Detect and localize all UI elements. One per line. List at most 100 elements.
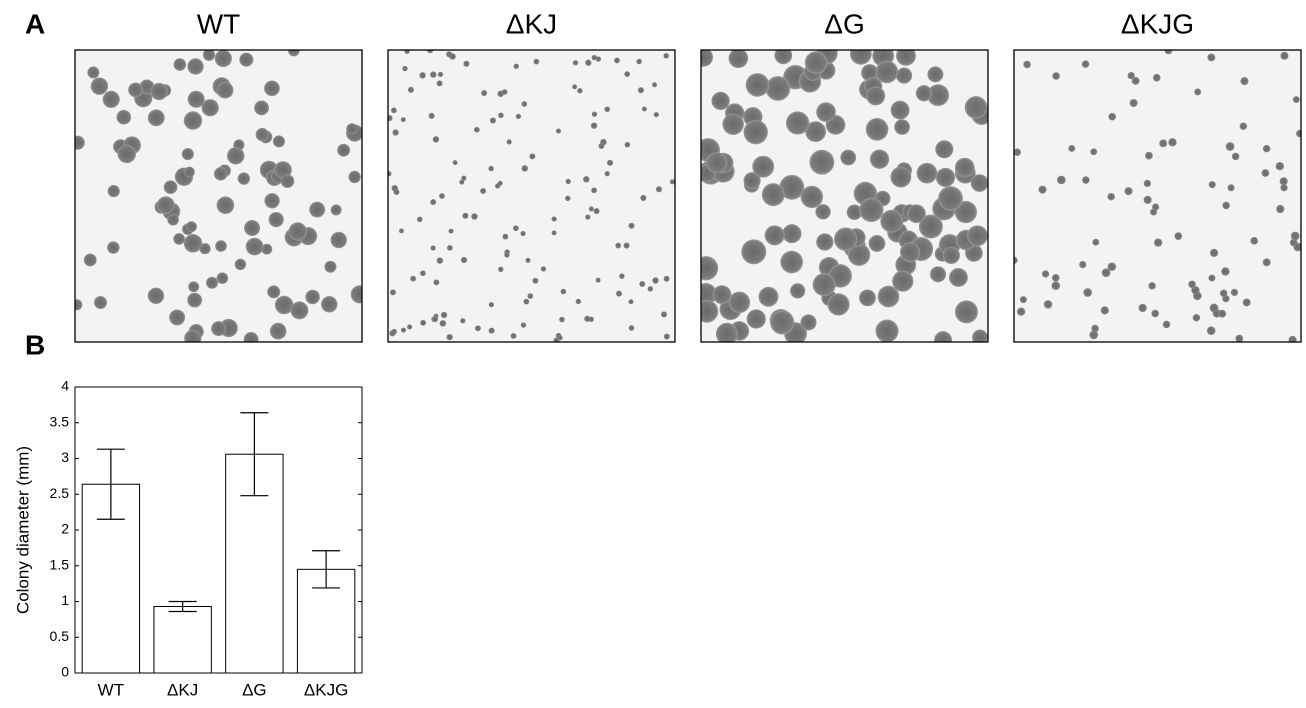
colony [460, 318, 466, 324]
colony [706, 152, 728, 174]
colony [1288, 335, 1297, 342]
colony [420, 319, 427, 326]
colony [186, 221, 197, 233]
colony [506, 139, 512, 145]
colony [433, 279, 440, 286]
colony [416, 216, 423, 223]
colony [346, 123, 358, 135]
colony [540, 266, 547, 272]
y-tick-label: 2 [61, 521, 69, 537]
colony [918, 214, 943, 239]
colony [572, 84, 578, 90]
colony [488, 301, 495, 308]
colony [1038, 185, 1047, 194]
colony [512, 225, 519, 232]
colony [934, 331, 953, 342]
colony [927, 84, 950, 107]
colony [559, 316, 565, 323]
panel-label: A [25, 8, 45, 39]
colony [461, 175, 467, 181]
colony [480, 188, 487, 194]
colony [439, 320, 447, 327]
y-tick-label: 0.5 [50, 628, 70, 644]
colony [102, 90, 120, 109]
colony [523, 298, 530, 305]
colony [1153, 238, 1163, 247]
colony [595, 56, 602, 62]
colony [1174, 232, 1183, 240]
colony [1250, 236, 1259, 245]
colony [181, 148, 194, 161]
colony [324, 260, 337, 273]
colony [859, 197, 884, 223]
colony [892, 270, 914, 292]
colony [847, 243, 871, 266]
colony [169, 309, 186, 326]
colony [663, 53, 670, 59]
y-tick-label: 0 [61, 664, 69, 680]
colony [1052, 72, 1060, 80]
colony [949, 268, 968, 287]
y-tick-label: 1 [61, 592, 69, 608]
colony [1262, 258, 1271, 267]
colony [502, 233, 509, 240]
colony [964, 96, 988, 119]
colony [117, 144, 137, 164]
colony [199, 243, 211, 255]
colony [287, 50, 300, 57]
colony [1240, 77, 1249, 86]
colony [183, 166, 195, 178]
colony [521, 101, 528, 107]
colony [1107, 262, 1117, 271]
colony [216, 196, 235, 215]
colony [436, 80, 443, 87]
colony [330, 204, 342, 216]
colony [583, 176, 590, 183]
colony [588, 206, 594, 212]
image-frame [1013, 49, 1302, 343]
colony [452, 160, 458, 166]
colony [532, 277, 539, 284]
colony [498, 112, 504, 119]
colony [513, 63, 519, 69]
colony [201, 99, 219, 117]
colony [1129, 99, 1138, 108]
y-tick-label: 3.5 [50, 413, 70, 429]
colony [779, 174, 805, 200]
colony [1014, 256, 1018, 264]
colony [935, 140, 954, 159]
colony [1143, 195, 1152, 204]
colony [1152, 203, 1160, 211]
colony [614, 57, 620, 64]
colony [859, 289, 876, 307]
colony [954, 300, 978, 324]
colony [598, 143, 605, 149]
colony [1292, 96, 1300, 104]
colony [288, 222, 307, 241]
colony [1159, 139, 1168, 148]
colony [1100, 306, 1109, 315]
colony [896, 50, 916, 66]
colony [663, 333, 670, 340]
colony [701, 283, 717, 305]
colony [439, 193, 445, 199]
colony [1262, 144, 1271, 153]
image-title: WT [197, 8, 241, 39]
colony [1225, 142, 1235, 151]
colony [1143, 179, 1152, 188]
x-tick-label: ΔG [242, 680, 267, 699]
colony [481, 90, 488, 97]
colony [1082, 176, 1090, 184]
colony [866, 86, 886, 106]
colony [504, 252, 510, 258]
colony [938, 186, 963, 211]
colony [551, 230, 557, 236]
colony [1145, 151, 1153, 160]
colony [1194, 88, 1202, 96]
image-title: ΔKJ [506, 8, 557, 39]
colony [1019, 296, 1027, 304]
colony [348, 170, 361, 184]
colony [321, 296, 338, 313]
colony [1279, 177, 1288, 186]
